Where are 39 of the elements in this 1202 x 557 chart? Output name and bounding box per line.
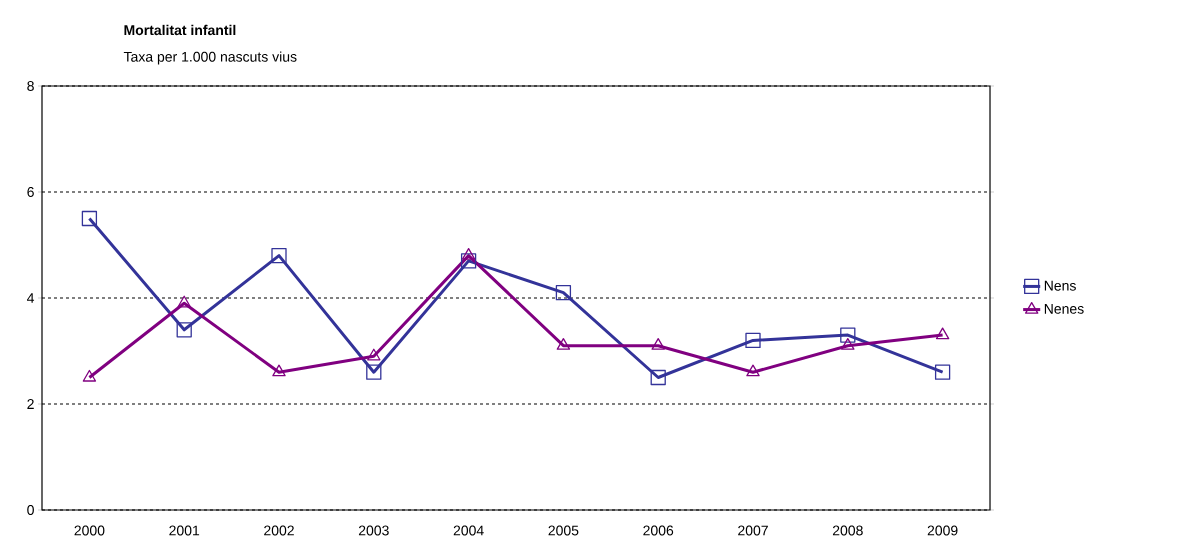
x-tick-label: 2003 [358,525,389,536]
x-tick-label: 2009 [927,525,958,536]
y-tick-label: 4 [26,293,35,303]
point [272,364,286,377]
x-tick-label: 2001 [169,525,200,536]
y-tick-label: 6 [27,187,34,197]
x-tick-label: 2007 [738,525,768,536]
point [555,285,572,301]
point [935,327,950,340]
point [271,247,287,264]
y-tick-label: 2 [27,399,34,409]
point [177,295,191,308]
x-tick-label: 2004 [453,525,484,536]
point [461,247,476,260]
legend-label: Nenes [1044,304,1084,314]
point [367,348,381,361]
y-tick-label: 0 [27,505,34,515]
point [81,210,98,227]
point [650,369,666,386]
point [176,322,192,338]
x-tick-label: 2005 [548,525,579,536]
point [840,327,856,343]
chart-title: Mortalitat infantil [124,24,236,36]
point [841,338,855,350]
x-tick-label: 2008 [832,525,863,536]
point [745,332,761,349]
point [366,364,382,380]
point [82,369,97,382]
x-tick-label: 2006 [643,525,674,536]
point [651,338,665,350]
x-tick-label: 2000 [74,525,105,536]
legend-label: Nens [1044,280,1076,291]
x-tick-label: 2002 [264,525,294,536]
point [460,253,477,269]
point [934,364,951,380]
point [746,364,760,377]
point [556,338,571,350]
chart-subtitle: Taxa per 1.000 nascuts vius [123,51,297,65]
y-tick-label: 8 [27,81,34,91]
